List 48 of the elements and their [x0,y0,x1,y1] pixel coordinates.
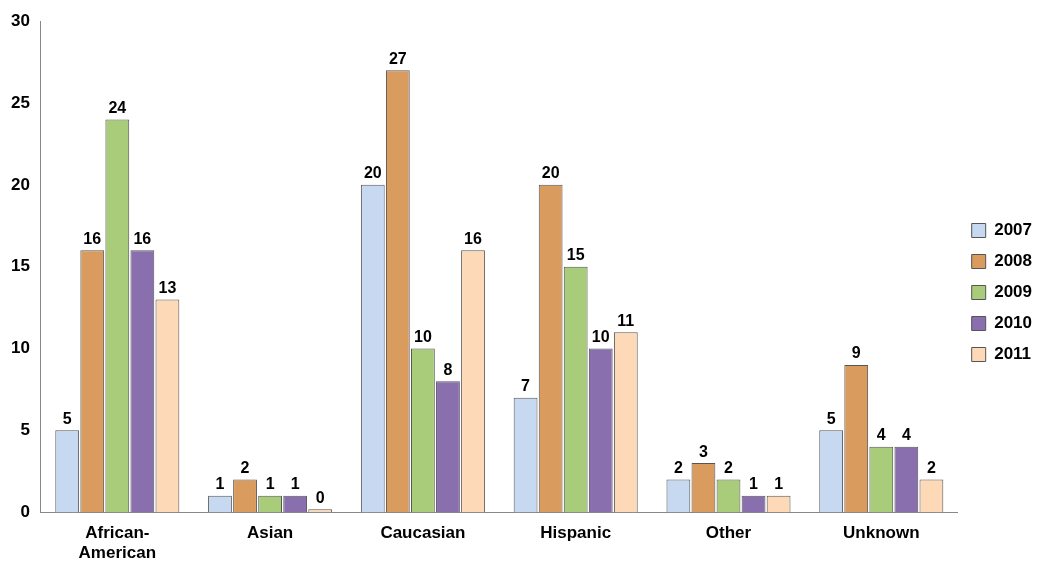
data-label: 4 [901,426,911,444]
data-label: 20 [541,164,560,182]
data-label: 2 [673,458,683,476]
data-label: 8 [443,360,453,378]
y-tick-label: 30 [10,10,30,30]
legend-label: 2007 [994,220,1033,240]
legend-label: 2011 [994,344,1032,364]
y-tick-label: 20 [10,174,30,194]
data-label: 2 [724,458,734,476]
x-tick-label: Other [705,523,752,543]
data-label: 3 [698,442,708,460]
data-label: 15 [566,246,585,264]
x-tick-label: Caucasian [380,523,466,543]
data-label: 1 [290,475,300,493]
data-label: 1 [215,475,225,493]
data-label: 27 [388,49,407,67]
data-label: 2 [926,458,936,476]
y-tick-label: 0 [20,501,30,521]
x-tick-label: Hispanic [540,523,612,543]
data-label: 5 [826,409,836,427]
x-tick-label: African-American [78,523,157,563]
data-label: 0 [315,488,325,506]
data-label: 5 [62,409,72,427]
data-label: 10 [591,327,610,345]
data-label: 20 [363,164,382,182]
data-label: 7 [521,377,531,395]
data-label: 1 [265,475,275,493]
data-label: 16 [83,229,102,247]
data-label: 1 [749,475,759,493]
legend-label: 2009 [994,282,1033,302]
data-label: 1 [774,475,784,493]
data-label: 24 [108,98,127,116]
legend-label: 2008 [994,251,1033,271]
y-tick-label: 15 [10,256,30,276]
y-tick-label: 10 [10,338,30,358]
y-tick-label: 5 [20,420,30,440]
data-label: 16 [133,229,152,247]
data-label: 11 [617,311,635,329]
y-tick-label: 25 [10,92,30,112]
data-label: 10 [414,327,432,345]
data-label: 2 [240,458,250,476]
x-tick-label: Unknown [843,523,920,543]
data-label: 9 [851,344,861,362]
data-label: 16 [464,229,483,247]
legend-label: 2010 [994,313,1033,333]
data-label: 13 [158,278,177,296]
x-tick-label: Asian [246,523,294,543]
data-label: 4 [876,426,886,444]
